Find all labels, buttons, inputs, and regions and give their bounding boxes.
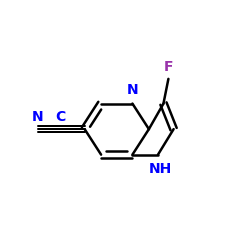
Text: N: N: [126, 83, 138, 97]
Text: NH: NH: [149, 162, 172, 175]
Text: F: F: [164, 60, 173, 74]
Text: C: C: [55, 110, 66, 124]
Text: N: N: [31, 110, 43, 124]
